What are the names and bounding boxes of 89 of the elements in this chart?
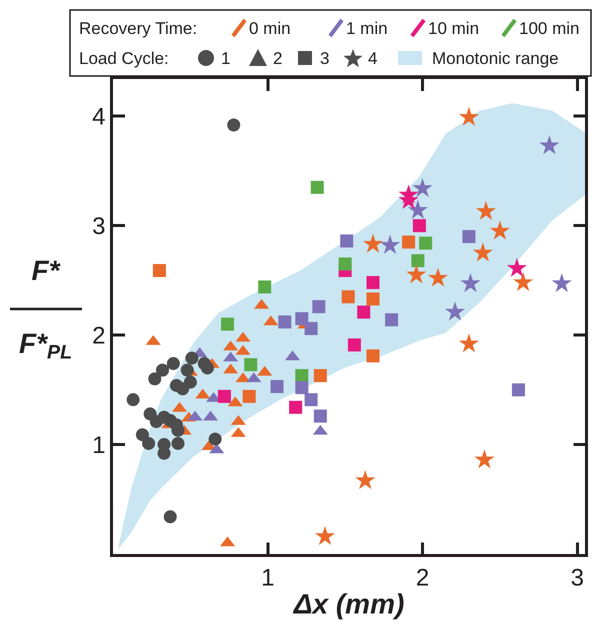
point <box>156 364 170 377</box>
point <box>310 180 324 194</box>
point <box>366 276 380 290</box>
point <box>462 230 476 244</box>
text: 4 <box>368 49 378 68</box>
point <box>295 312 308 326</box>
y-tick-label: 3 <box>92 213 106 240</box>
text: 0 min <box>249 19 291 38</box>
point <box>348 338 361 352</box>
point <box>166 357 180 370</box>
point <box>315 526 335 545</box>
point <box>164 510 177 524</box>
point <box>148 372 162 386</box>
point <box>552 273 572 292</box>
text: 1 <box>221 49 230 68</box>
point <box>172 424 184 437</box>
point <box>185 352 198 365</box>
legend-label: Monotonic range <box>432 49 559 68</box>
point <box>411 254 424 268</box>
text: 1 min <box>346 19 388 38</box>
point <box>270 380 284 394</box>
point <box>172 436 184 450</box>
point <box>158 446 171 460</box>
point <box>385 313 398 326</box>
x-tick-label: 1 <box>261 564 274 592</box>
point <box>366 292 380 306</box>
point <box>460 273 480 292</box>
point <box>180 364 194 377</box>
point <box>152 264 166 278</box>
x-tick-label: 2 <box>416 564 430 592</box>
point <box>244 358 258 372</box>
point <box>295 381 308 394</box>
point <box>412 178 432 197</box>
point <box>342 290 355 304</box>
point <box>412 219 426 232</box>
point <box>458 106 479 126</box>
point <box>490 220 510 240</box>
point <box>258 280 272 294</box>
point <box>314 410 327 423</box>
text: Load Cycle: <box>79 49 169 68</box>
point <box>126 393 140 406</box>
y-tick-label: 4 <box>92 104 106 131</box>
point <box>312 300 326 314</box>
point <box>289 400 302 414</box>
point <box>513 272 534 292</box>
point <box>380 234 400 254</box>
point <box>295 369 308 382</box>
point <box>357 306 370 319</box>
text: Recovery Time: <box>79 19 198 38</box>
text: 100 min <box>519 19 580 38</box>
point <box>476 200 496 220</box>
point <box>340 234 354 248</box>
point <box>506 258 527 277</box>
point <box>512 383 525 396</box>
y-tick-label: 1 <box>92 432 106 459</box>
point <box>419 236 432 250</box>
text: 3 <box>320 49 330 68</box>
point <box>218 390 231 403</box>
point <box>445 302 465 321</box>
text: 10 min <box>428 19 480 38</box>
point <box>142 436 156 450</box>
point <box>363 234 383 253</box>
point <box>242 390 256 403</box>
point <box>304 393 318 406</box>
point <box>221 318 234 331</box>
point <box>208 432 222 446</box>
point <box>402 236 416 249</box>
point <box>278 315 292 328</box>
point <box>136 428 149 442</box>
point <box>227 118 240 132</box>
point <box>458 333 479 352</box>
text: 2 <box>273 49 282 68</box>
y-tick-label: 2 <box>92 322 106 350</box>
point <box>428 268 448 287</box>
point <box>200 361 214 374</box>
x-tick-label: 3 <box>570 564 584 592</box>
point <box>338 257 352 270</box>
point <box>539 135 560 154</box>
point <box>366 349 380 362</box>
point <box>314 369 327 382</box>
point <box>184 376 197 389</box>
point <box>472 242 493 262</box>
point <box>474 449 494 468</box>
point <box>304 322 318 336</box>
point <box>406 264 426 284</box>
x-axis-title: Δx (mm) <box>292 588 404 620</box>
point <box>408 200 428 219</box>
point <box>355 470 376 490</box>
text: F* F*$_{PL}$ <box>19 255 72 364</box>
